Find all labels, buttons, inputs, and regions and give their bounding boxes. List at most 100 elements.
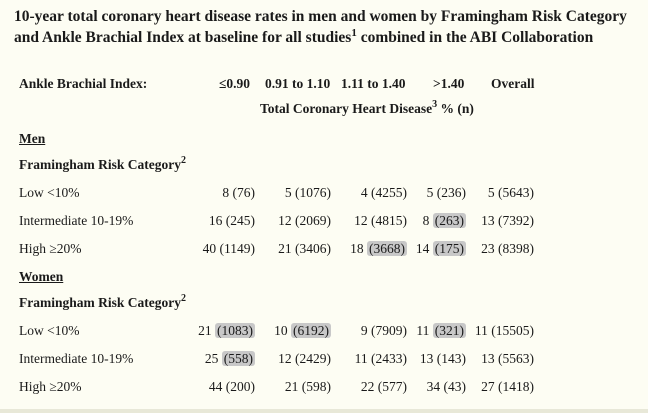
col-header-5: Overall <box>491 76 535 91</box>
women-cell: 22 (577) <box>361 379 407 395</box>
col-header-1: ≤0.90 <box>219 76 251 91</box>
cell-rate: 18 <box>350 241 367 256</box>
men-category-label: Framingham Risk Category2 <box>19 155 186 173</box>
men-cell: 14 (175) <box>416 241 466 257</box>
cell-count: (143) <box>436 351 466 366</box>
women-cell: 44 (200) <box>209 379 255 395</box>
cell-count: (5563) <box>498 351 534 366</box>
section-men: Men <box>19 131 46 146</box>
cell-count: (1083) <box>215 323 255 338</box>
cell-count: (1418) <box>498 379 534 394</box>
bottom-border <box>0 409 648 413</box>
cell-rate: 13 <box>481 351 498 366</box>
cell-rate: 21 <box>278 241 295 256</box>
women-cell: 13 (5563) <box>481 351 534 367</box>
women-cell: 12 (2429) <box>278 351 331 367</box>
men-cell: 5 (236) <box>427 185 466 201</box>
cell-rate: 22 <box>360 379 378 394</box>
abi-label: Ankle Brachial Index: <box>19 76 148 91</box>
women-cell: 34 (43) <box>427 379 466 395</box>
cell-rate: 14 <box>415 241 433 256</box>
cell-rate: 5 <box>487 185 498 200</box>
women-category-label: Framingham Risk Category2 <box>19 293 186 311</box>
women-cell: 21 (1083) <box>198 323 255 339</box>
cell-rate: 21 <box>198 323 215 338</box>
cell-rate: 11 <box>416 323 433 338</box>
cell-rate: 44 <box>208 379 226 394</box>
cell-rate: 12 <box>354 213 371 228</box>
cell-count: (7909) <box>371 323 407 338</box>
men-cell: 8 (263) <box>423 213 466 229</box>
title-line-1: 10-year total coronary heart disease rat… <box>14 8 627 25</box>
cell-count: (5643) <box>498 185 534 200</box>
cell-count: (1076) <box>295 185 331 200</box>
cell-count: (200) <box>225 379 255 394</box>
cell-rate: 21 <box>284 379 302 394</box>
cell-rate: 11 <box>474 323 492 338</box>
cell-count: (3406) <box>295 241 331 256</box>
cell-count: (8398) <box>498 241 534 256</box>
cell-rate: 13 <box>481 213 498 228</box>
cell-rate: 8 <box>422 213 433 228</box>
cell-rate: 12 <box>278 213 295 228</box>
cell-rate: 34 <box>426 379 444 394</box>
cell-rate: 10 <box>274 323 291 338</box>
cell-count: (175) <box>432 241 466 256</box>
cell-count: (4815) <box>371 213 407 228</box>
men-cell: 40 (1149) <box>203 241 255 257</box>
cell-rate: 27 <box>481 379 498 394</box>
women-row-label: Low <10% <box>19 323 80 338</box>
cell-count: (2433) <box>371 351 407 366</box>
men-cell: 5 (5643) <box>488 185 534 201</box>
cell-count: (263) <box>432 213 466 228</box>
cell-rate: 13 <box>419 351 437 366</box>
men-cell: 8 (76) <box>222 185 255 201</box>
subheader: Total Coronary Heart Disease3 % (n) <box>260 99 474 117</box>
women-cell: 25 (558) <box>205 351 255 367</box>
women-cell: 13 (143) <box>420 351 466 367</box>
women-cell: 21 (598) <box>285 379 331 395</box>
men-cell: 16 (245) <box>209 213 255 229</box>
men-row-label: High ≥20% <box>19 241 82 256</box>
women-cell: 11 (321) <box>416 323 466 339</box>
cell-rate: 5 <box>426 185 437 200</box>
men-row-label: Low <10% <box>19 185 80 200</box>
cell-rate: 12 <box>278 351 295 366</box>
title-line-2: and Ankle Brachial Index at baseline for… <box>14 27 594 47</box>
cell-count: (2069) <box>295 213 331 228</box>
cell-count: (598) <box>301 379 331 394</box>
men-cell: 4 (4255) <box>361 185 407 201</box>
cell-count: (2429) <box>295 351 331 366</box>
table-title: 10-year total coronary heart disease rat… <box>14 6 644 48</box>
men-cell: 23 (8398) <box>481 241 534 257</box>
men-cell: 12 (4815) <box>354 213 407 229</box>
women-row-label: High ≥20% <box>19 379 82 394</box>
cell-count: (4255) <box>371 185 407 200</box>
cell-count: (558) <box>221 351 255 366</box>
cell-count: (15505) <box>491 323 534 338</box>
cell-count: (245) <box>225 213 255 228</box>
col-header-4: >1.40 <box>433 76 465 91</box>
cell-count: (6192) <box>291 323 331 338</box>
cell-count: (577) <box>377 379 407 394</box>
col-header-2: 0.91 to 1.10 <box>265 76 331 91</box>
men-cell: 18 (3668) <box>350 241 407 257</box>
women-cell: 9 (7909) <box>361 323 407 339</box>
cell-rate: 25 <box>204 351 222 366</box>
cell-rate: 23 <box>481 241 498 256</box>
cell-rate: 40 <box>202 241 220 256</box>
women-cell: 27 (1418) <box>481 379 534 395</box>
cell-count: (76) <box>232 185 256 200</box>
col-header-3: 1.11 to 1.40 <box>341 76 406 91</box>
cell-rate: 11 <box>354 351 371 366</box>
women-cell: 10 (6192) <box>274 323 331 339</box>
men-cell: 21 (3406) <box>278 241 331 257</box>
cell-count: (7392) <box>498 213 534 228</box>
cell-count: (43) <box>443 379 467 394</box>
cell-count: (236) <box>436 185 466 200</box>
men-row-label: Intermediate 10-19% <box>19 213 134 228</box>
cell-count: (3668) <box>367 241 407 256</box>
cell-rate: 5 <box>284 185 295 200</box>
women-cell: 11 (15505) <box>475 323 534 339</box>
section-women: Women <box>19 269 64 284</box>
